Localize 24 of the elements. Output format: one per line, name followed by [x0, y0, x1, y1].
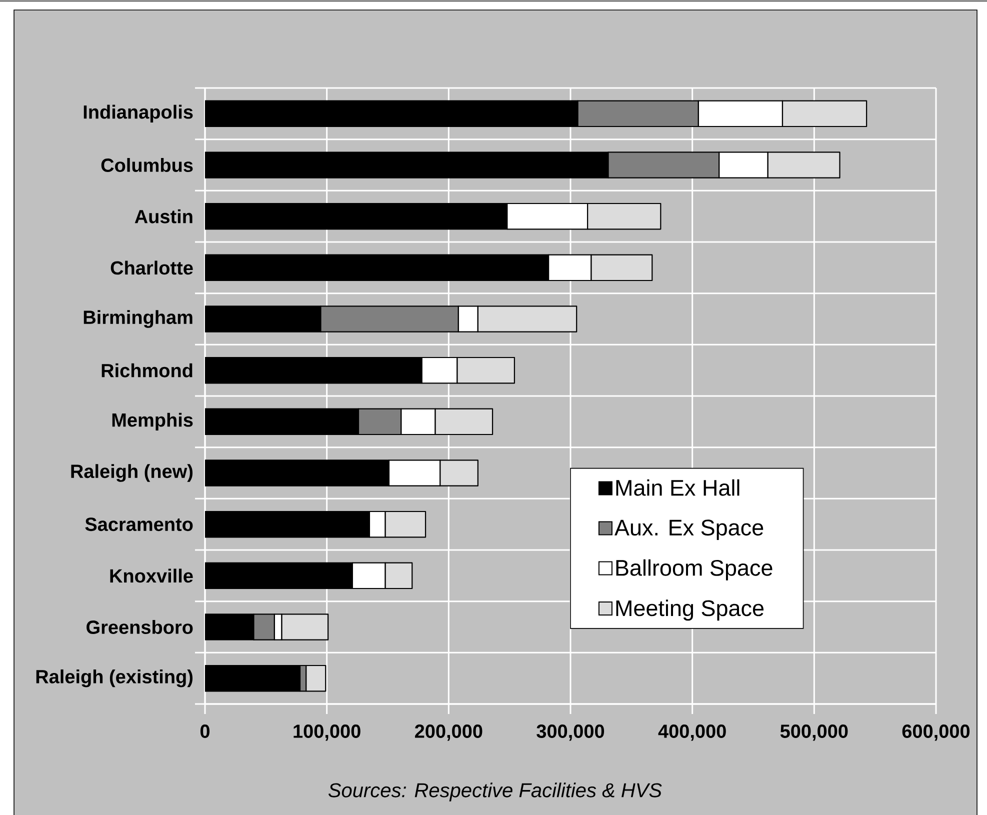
x-tick-label: 600,000 [902, 724, 970, 741]
x-tick-label: 400,000 [658, 724, 726, 741]
x-tick-label: 300,000 [536, 724, 604, 741]
y-tick-label: Richmond [102, 363, 192, 378]
source-note: Sources: Respective Facilities & HVS [328, 782, 662, 802]
x-tick-label: 100,000 [294, 724, 360, 741]
x-tick-label: 500,000 [780, 724, 848, 741]
y-tick-label: Greensboro [86, 620, 193, 634]
y-tick-label: Charlotte [110, 260, 193, 275]
y-tick-label: Sacramento [85, 518, 193, 532]
y-tick-label: Raleigh (new) [71, 464, 193, 482]
y-tick-label: Memphis [112, 412, 193, 431]
x-tick-label: 0 [200, 724, 210, 738]
y-tick-label: Austin [134, 209, 192, 224]
x-tick-label: 200,000 [414, 724, 482, 741]
y-tick-label: Indianapolis [84, 104, 193, 123]
legend-label: Ballroom Space [616, 559, 772, 580]
y-tick-label: Knoxville [110, 568, 193, 583]
y-tick-label: Columbus [101, 158, 193, 172]
legend-label: Aux. Ex Space [614, 520, 764, 540]
y-tick-label: Birmingham [84, 310, 192, 328]
y-tick-label: Raleigh (existing) [36, 669, 193, 688]
legend-label: Main Ex Hall [616, 479, 740, 496]
legend-label: Meeting Space [616, 600, 764, 621]
